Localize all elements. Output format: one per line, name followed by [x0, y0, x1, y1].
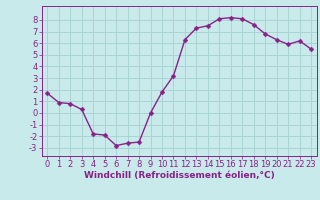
X-axis label: Windchill (Refroidissement éolien,°C): Windchill (Refroidissement éolien,°C) [84, 171, 275, 180]
